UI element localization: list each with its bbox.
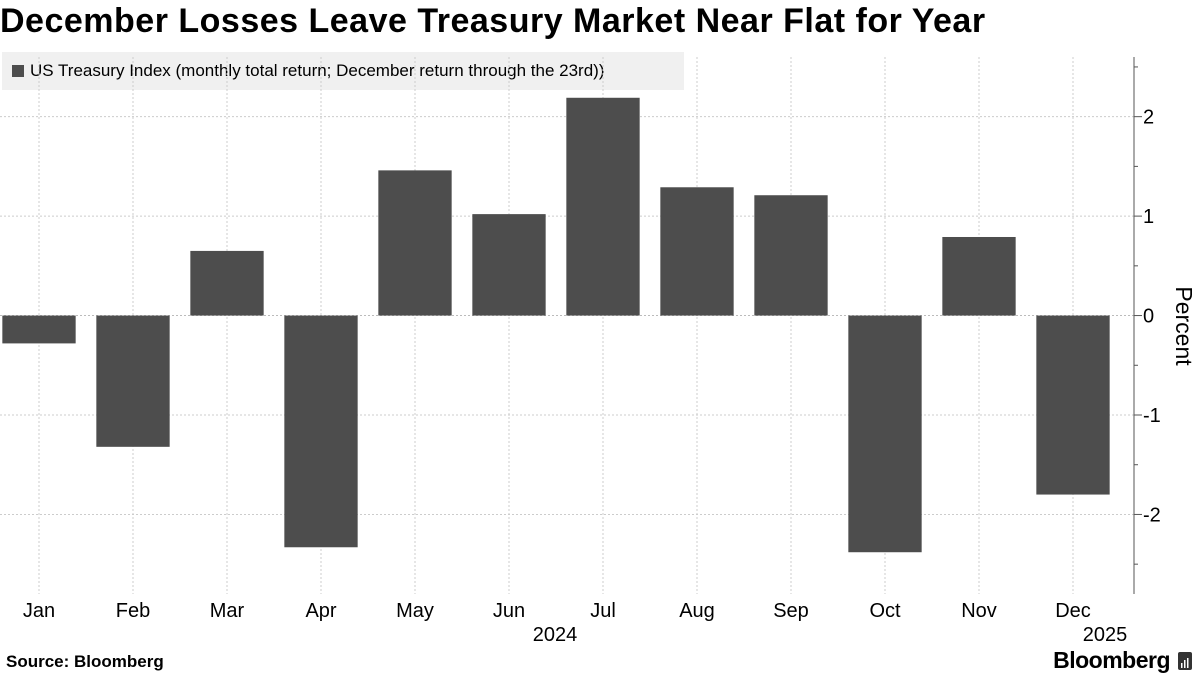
brand-wordmark: Bloomberg [1053, 647, 1170, 673]
bar-sep [754, 195, 828, 316]
bar-dec [1036, 315, 1110, 495]
legend-label: US Treasury Index (monthly total return;… [30, 61, 605, 80]
bar-jun [472, 214, 546, 316]
bar-mar [190, 250, 264, 316]
y-tick-label: -2 [1143, 504, 1161, 526]
y-tick-label: 1 [1143, 206, 1154, 228]
y-tick-label: 0 [1143, 306, 1154, 328]
bar-may [378, 170, 452, 316]
chart-title: December Losses Leave Treasury Market Ne… [0, 2, 986, 40]
axis-layer [1133, 57, 1142, 594]
x-tick-label-mar: Mar [210, 600, 245, 622]
y-tick-label: 2 [1143, 107, 1154, 129]
x-tick-label-apr: Apr [305, 600, 336, 622]
year-label-2025: 2025 [1083, 624, 1128, 646]
source-note: Source: Bloomberg [6, 652, 164, 671]
bar-nov [942, 236, 1016, 316]
x-tick-label-sep: Sep [773, 600, 809, 622]
bar-aug [660, 187, 734, 316]
bar-jan [2, 315, 76, 344]
x-tick-label-jul: Jul [590, 600, 616, 622]
year-label-2024: 2024 [533, 624, 578, 646]
x-tick-label-aug: Aug [679, 600, 715, 622]
bloomberg-terminal-icon [1178, 651, 1192, 670]
x-tick-label-jan: Jan [23, 600, 55, 622]
y-tick-label: -1 [1143, 405, 1161, 427]
legend-swatch [12, 65, 24, 77]
bar-feb [96, 315, 170, 447]
x-tick-label-feb: Feb [116, 600, 150, 622]
bar-oct [848, 315, 922, 553]
brand-logo: Bloomberg [1053, 647, 1192, 674]
bar-jul [566, 97, 640, 316]
x-tick-label-oct: Oct [869, 600, 901, 622]
x-tick-label-nov: Nov [961, 600, 997, 622]
y-axis-label: Percent [1171, 286, 1197, 366]
x-tick-label-dec: Dec [1055, 600, 1091, 622]
x-tick-label-jun: Jun [493, 600, 525, 622]
label-layer: 2 1 0 -1 -2 Percent Jan Feb Mar Apr May Jun Jul Aug Se… [23, 107, 1197, 646]
x-tick-label-may: May [396, 600, 434, 622]
bar-apr [284, 315, 358, 548]
bar-layer [2, 97, 1110, 553]
legend: US Treasury Index (monthly total return;… [2, 52, 684, 90]
